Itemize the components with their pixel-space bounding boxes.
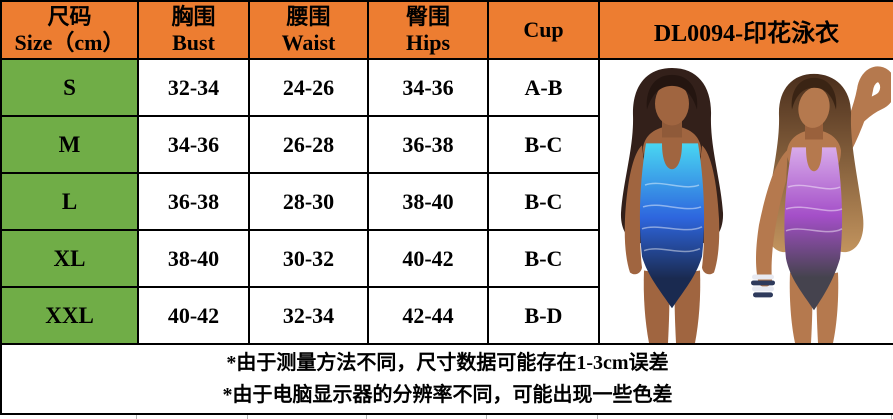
footnote-measurement: *由于测量方法不同，尺寸数据可能存在1-3cm误差: [226, 352, 669, 374]
waist-value: 26-28: [248, 115, 369, 174]
footnote-color: *由于电脑显示器的分辨率不同，可能出现一些色差: [222, 384, 673, 406]
swimsuit-purple: [784, 147, 843, 311]
cup-value: B-C: [487, 229, 600, 288]
size-label: XXL: [0, 286, 139, 345]
swimsuit-purple-pattern: [785, 184, 843, 233]
footnotes-cell: *由于测量方法不同，尺寸数据可能存在1-3cm误差 *由于电脑显示器的分辨率不同…: [0, 343, 893, 415]
arm-right: [699, 145, 720, 275]
bust-value: 32-34: [137, 58, 250, 117]
face: [655, 81, 689, 126]
bust-value: 34-36: [137, 115, 250, 174]
hips-value: 36-38: [367, 115, 489, 174]
bust-value: 36-38: [137, 172, 250, 231]
gridline-tick: [247, 415, 248, 419]
gridline-tick: [597, 415, 598, 419]
gridline-remnant-strip: [0, 415, 893, 419]
arm-left: [624, 145, 645, 275]
row-l: L 36-38 28-30 38-40 B-C: [0, 172, 893, 231]
size-label: S: [0, 58, 139, 117]
footnotes-row: *由于测量方法不同，尺寸数据可能存在1-3cm误差 *由于电脑显示器的分辨率不同…: [0, 343, 893, 415]
hanging-arm: [756, 149, 788, 287]
gridline-tick: [891, 415, 892, 419]
swimsuit-blue-pattern: [641, 182, 703, 253]
header-row: 尺码 Size（cm） 胸围 Bust 腰围 Waist 臀围 Hips Cup…: [0, 0, 893, 60]
waist-header-en: Waist: [281, 30, 336, 55]
hips-value: 34-36: [367, 58, 489, 117]
col-header-waist: 腰围 Waist: [248, 0, 369, 60]
row-xxl: XXL 40-42 32-34 42-44 B-D: [0, 286, 893, 345]
gridline-tick: [486, 415, 487, 419]
model-left-blue-swimsuit: [620, 67, 724, 342]
gridline-tick: [136, 415, 137, 419]
waist-value: 28-30: [248, 172, 369, 231]
size-label: L: [0, 172, 139, 231]
size-label: M: [0, 115, 139, 174]
bust-value: 40-42: [137, 286, 250, 345]
col-header-bust: 胸围 Bust: [137, 0, 250, 60]
cup-value: A-B: [487, 58, 600, 117]
bust-value: 38-40: [137, 229, 250, 288]
bracelet: [751, 274, 775, 298]
bust-header-en: Bust: [172, 30, 215, 55]
swimsuit-blue: [639, 143, 705, 309]
fringe: [646, 74, 698, 110]
waist-value: 32-34: [248, 286, 369, 345]
size-label: XL: [0, 229, 139, 288]
hips-value: 42-44: [367, 286, 489, 345]
row-xl: XL 38-40 30-32 40-42 B-C: [0, 229, 893, 288]
fringe: [791, 77, 837, 110]
row-s: S 32-34 24-26 34-36 A-B: [0, 58, 893, 345]
hips-value: 40-42: [367, 229, 489, 288]
gridline-tick: [366, 415, 367, 419]
waist-header-zh: 腰围: [286, 4, 331, 29]
hips-header-en: Hips: [405, 30, 451, 55]
waist-value: 24-26: [248, 58, 369, 117]
swimsuit-models-illustration: [601, 61, 891, 342]
face: [798, 87, 830, 128]
size-header-zh: 尺码: [47, 4, 92, 29]
waist-value: 30-32: [248, 229, 369, 288]
product-photo: [598, 58, 893, 345]
cup-value: B-D: [487, 286, 600, 345]
col-header-size: 尺码 Size（cm）: [0, 0, 139, 60]
col-header-hips: 臀围 Hips: [367, 0, 489, 60]
row-m: M 34-36 26-28 36-38 B-C: [0, 115, 893, 174]
product-title: DL0094-印花泳衣: [598, 0, 893, 60]
hips-header-zh: 臀围: [405, 4, 450, 29]
size-header-en: Size（cm）: [14, 30, 125, 55]
raised-arm: [832, 66, 891, 164]
cup-value: B-C: [487, 172, 600, 231]
col-header-cup: Cup: [487, 0, 600, 60]
model-right-purple-swimsuit: [751, 66, 891, 342]
bust-header-zh: 胸围: [171, 4, 216, 29]
hips-value: 38-40: [367, 172, 489, 231]
cup-value: B-C: [487, 115, 600, 174]
